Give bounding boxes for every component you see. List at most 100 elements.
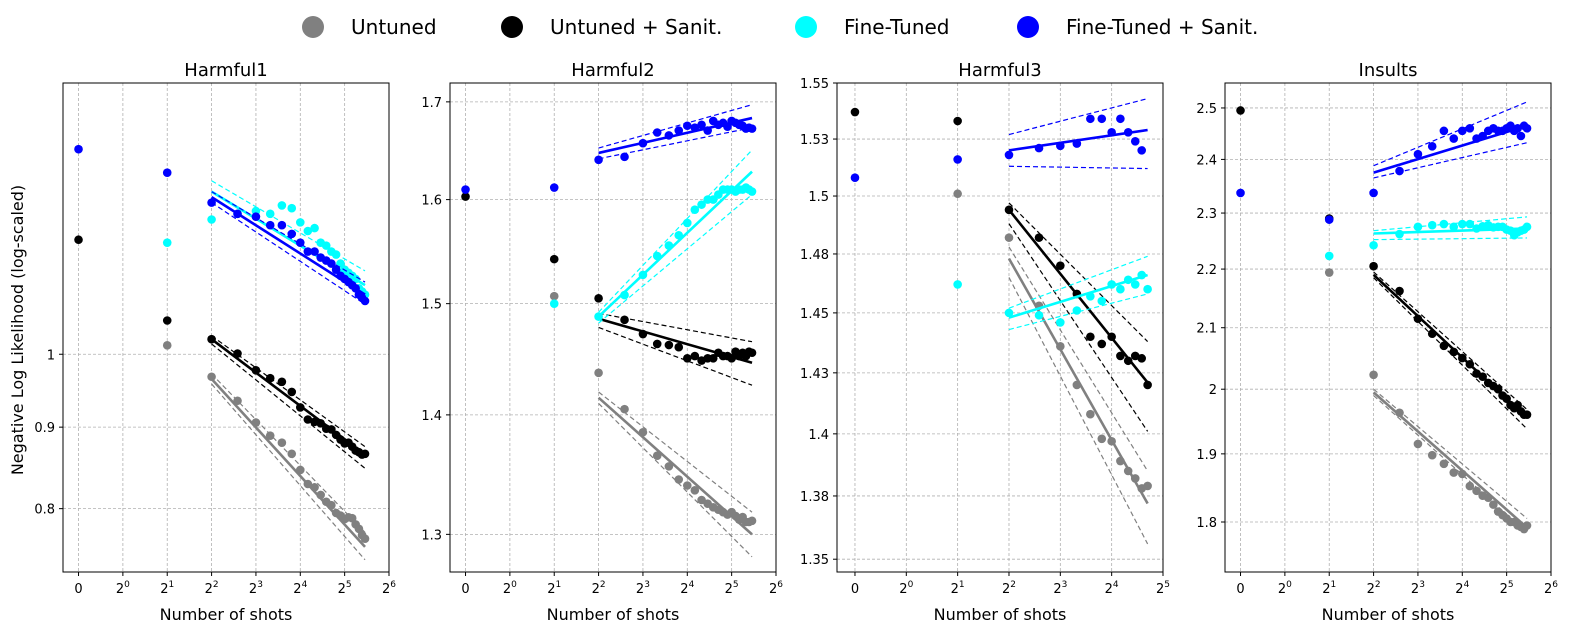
data-point xyxy=(652,451,662,460)
data-point xyxy=(74,235,83,245)
data-point xyxy=(674,342,684,352)
data-point xyxy=(295,238,305,247)
data-point xyxy=(682,481,692,490)
data-point xyxy=(1395,166,1404,176)
data-point xyxy=(1449,134,1459,143)
data-point xyxy=(1472,486,1481,496)
data-point xyxy=(674,230,684,240)
data-point xyxy=(664,340,674,350)
tick-label-x: 0 xyxy=(851,582,859,597)
tick-label-x: 25 xyxy=(1156,580,1170,597)
data-point xyxy=(1324,268,1334,277)
data-point xyxy=(549,254,559,264)
tick-label-y: 1.53 xyxy=(800,133,829,148)
legend-marker xyxy=(302,16,324,38)
y-axis-label: Negative Log Likelihood (log-scaled) xyxy=(8,185,27,475)
confidence-band-upper xyxy=(598,149,753,313)
data-point xyxy=(310,247,319,256)
data-point xyxy=(1130,351,1140,361)
series-group xyxy=(953,189,1152,545)
data-point xyxy=(1086,114,1095,124)
tick-label-y: 1.5 xyxy=(421,298,442,313)
data-point xyxy=(287,229,297,239)
data-point xyxy=(638,138,648,148)
data-point xyxy=(1107,332,1116,342)
data-point xyxy=(638,427,648,437)
series-group xyxy=(953,255,1152,331)
confidence-band-lower xyxy=(1373,237,1528,241)
legend: Untuned Untuned + Sanit. Fine-Tuned Fine-Tu… xyxy=(302,15,1258,39)
data-point xyxy=(233,349,242,358)
chart-panel: 1.35 1.38 1.4 1.43 1.45 1.48 1.5 1.53 1.55 0 20 21 2… xyxy=(800,60,1170,624)
tick-label-x: 24 xyxy=(680,580,694,597)
tick-label-x: 20 xyxy=(503,580,517,597)
data-point xyxy=(1072,380,1082,390)
data-point xyxy=(1097,339,1107,349)
data-point xyxy=(1004,308,1014,318)
data-point xyxy=(1072,306,1082,315)
data-point xyxy=(1478,131,1487,141)
data-point xyxy=(1427,220,1437,230)
tick-label-y: 2 xyxy=(1209,383,1217,398)
tick-label-y: 2.4 xyxy=(1196,153,1217,168)
data-point xyxy=(682,354,692,363)
series-group xyxy=(162,341,370,561)
series-group xyxy=(549,291,757,558)
tick-label-y: 1.4 xyxy=(421,409,442,424)
data-point xyxy=(310,483,319,492)
data-point xyxy=(1395,408,1404,418)
data-point xyxy=(265,431,275,440)
tick-label-y: 1.43 xyxy=(800,367,829,382)
data-point xyxy=(1457,469,1467,479)
data-point xyxy=(594,368,603,378)
data-point xyxy=(1449,347,1459,357)
data-point xyxy=(1513,400,1522,410)
data-point xyxy=(638,270,648,280)
data-point xyxy=(162,238,172,247)
tick-label-x: 22 xyxy=(205,580,219,597)
data-point xyxy=(1137,354,1146,363)
tick-label-x: 0 xyxy=(461,582,469,597)
data-point xyxy=(1107,280,1116,289)
data-point xyxy=(850,173,860,182)
data-point xyxy=(1143,481,1152,491)
tick-label-y: 2.3 xyxy=(1196,207,1217,222)
tick-label-x: 25 xyxy=(725,580,739,597)
data-point xyxy=(295,465,305,475)
data-point xyxy=(1086,291,1095,301)
confidence-band-upper xyxy=(598,104,753,149)
tick-label-x: 24 xyxy=(1455,580,1469,597)
data-point xyxy=(1439,459,1449,469)
data-point xyxy=(1457,126,1467,136)
data-point xyxy=(747,187,757,196)
data-point xyxy=(1522,410,1532,419)
legend-marker xyxy=(501,16,523,38)
tick-label-x: 0 xyxy=(1236,582,1244,597)
tick-label-x: 24 xyxy=(1105,580,1119,597)
data-point xyxy=(251,212,261,221)
tick-label-x: 23 xyxy=(1411,580,1425,597)
data-point xyxy=(652,339,662,349)
x-axis-label: Number of shots xyxy=(934,605,1067,624)
data-point xyxy=(1369,240,1378,250)
data-point xyxy=(277,220,287,230)
tick-label-y: 1.9 xyxy=(1196,448,1217,463)
data-point xyxy=(682,218,692,228)
plot-frame xyxy=(1224,82,1552,573)
data-point xyxy=(316,419,325,428)
data-point xyxy=(233,209,242,219)
tick-label-y: 1.38 xyxy=(800,490,829,505)
data-point xyxy=(265,373,275,383)
data-point xyxy=(1123,356,1133,366)
data-point xyxy=(162,316,172,325)
data-point xyxy=(1324,215,1334,224)
data-point xyxy=(638,329,648,339)
tick-label-x: 21 xyxy=(160,580,174,597)
data-point xyxy=(1097,434,1107,444)
data-point xyxy=(316,490,325,500)
tick-label-y: 1.7 xyxy=(421,96,442,111)
data-point xyxy=(233,396,242,406)
data-point xyxy=(953,155,962,164)
confidence-band-upper xyxy=(1373,101,1528,167)
